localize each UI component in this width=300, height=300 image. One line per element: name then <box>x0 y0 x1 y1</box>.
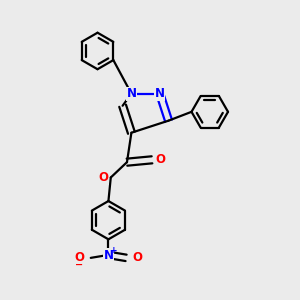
Text: N: N <box>126 87 136 100</box>
Text: O: O <box>98 171 108 184</box>
Text: O: O <box>74 251 84 264</box>
Text: +: + <box>110 246 118 255</box>
Text: O: O <box>155 153 166 166</box>
Text: −: − <box>75 259 83 269</box>
Text: N: N <box>103 249 113 262</box>
Text: O: O <box>133 251 142 264</box>
Text: N: N <box>155 87 165 100</box>
